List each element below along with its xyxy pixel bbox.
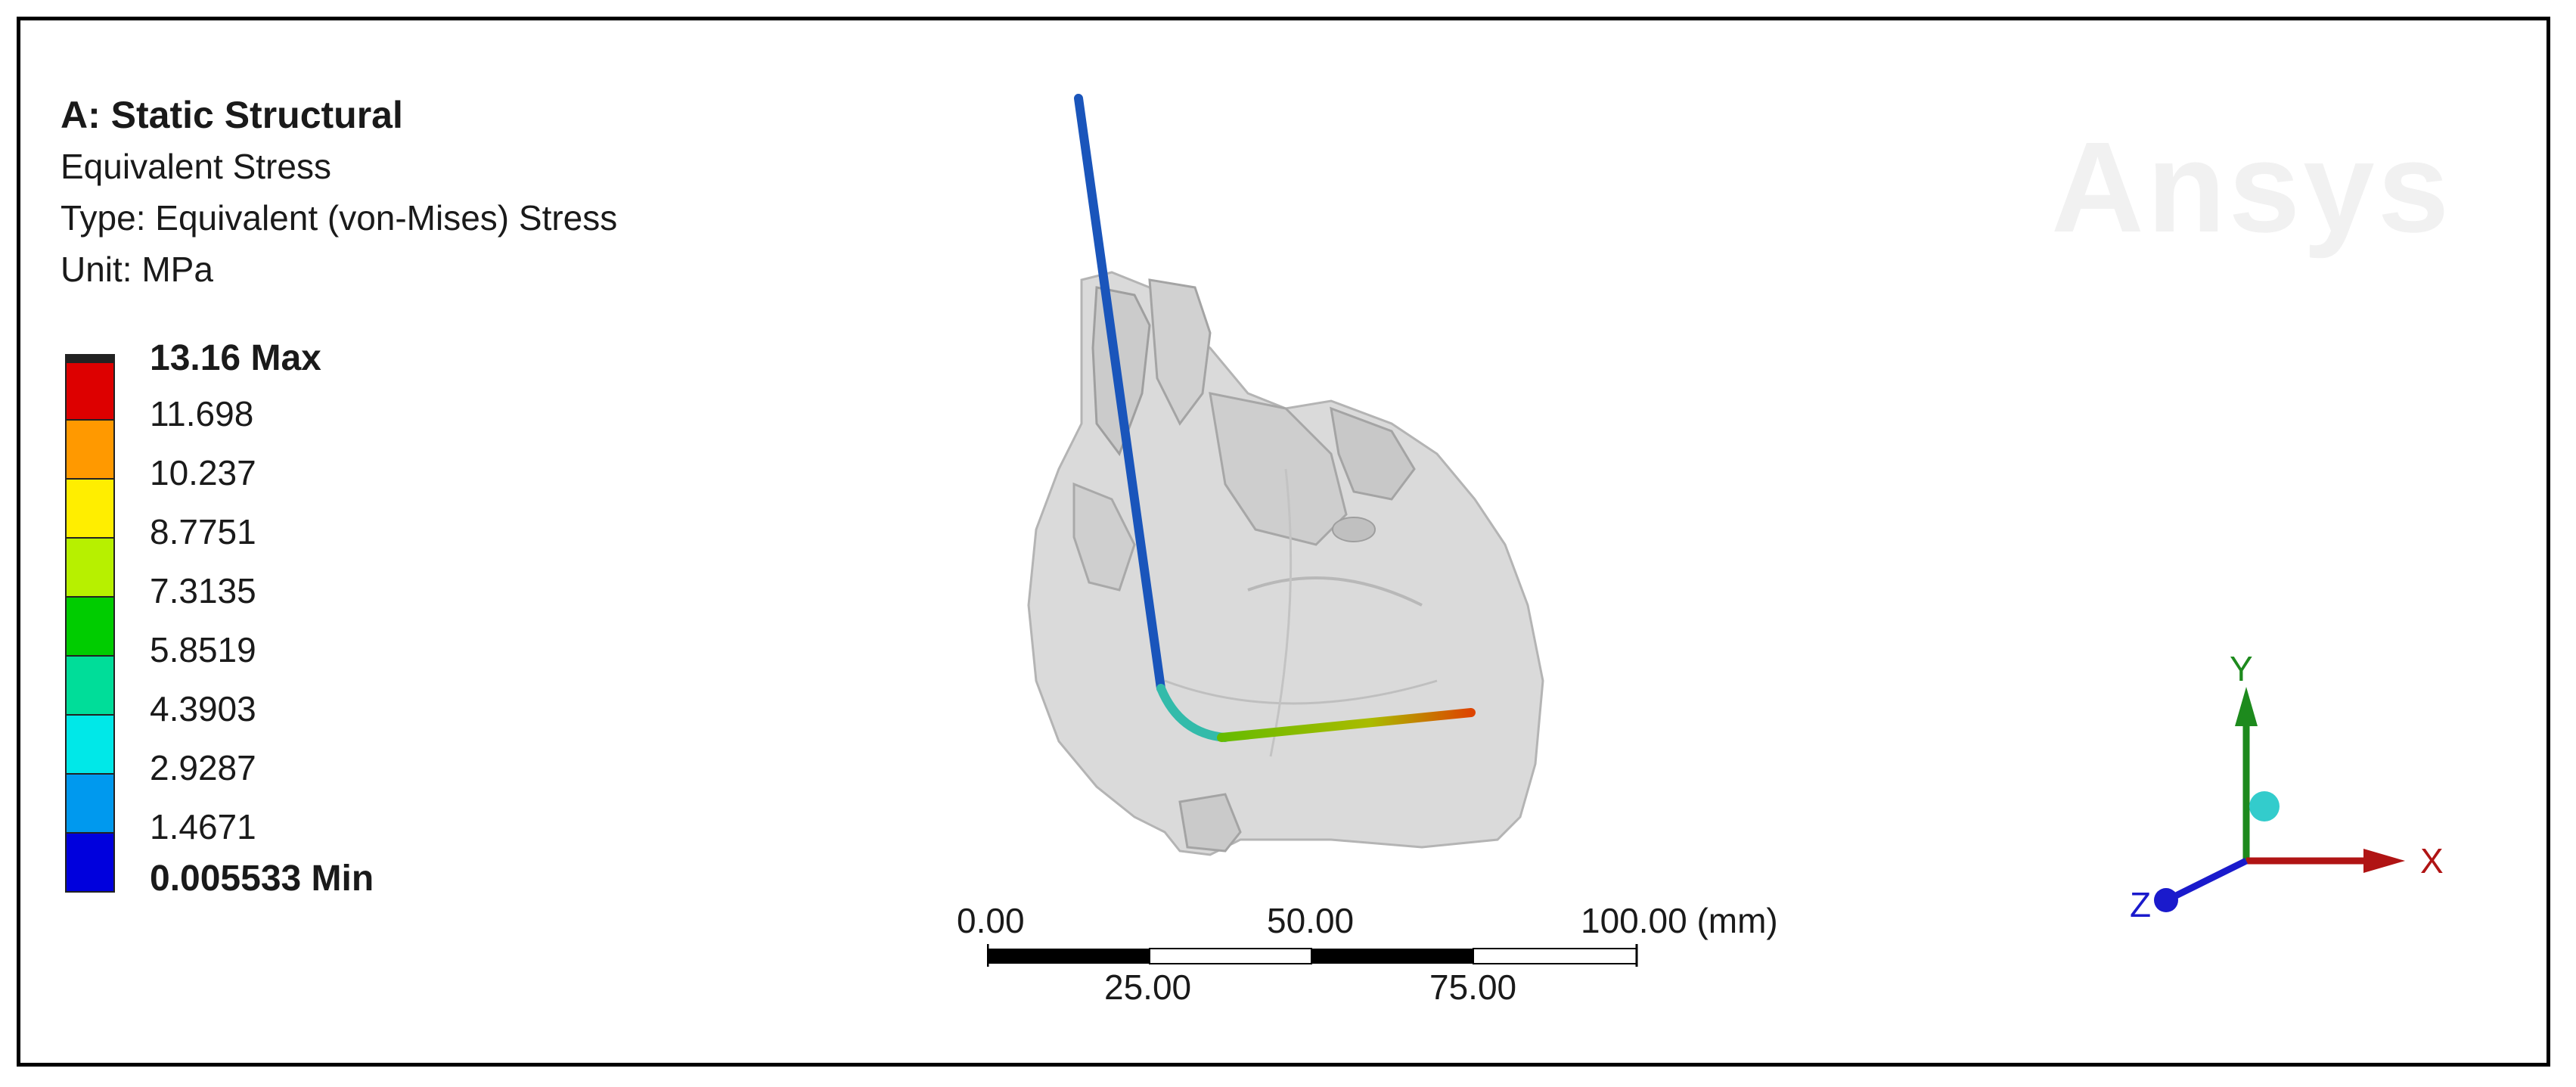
y-axis-label: Y — [2230, 649, 2253, 688]
legend-swatch — [65, 716, 115, 775]
result-name: Equivalent Stress — [61, 147, 331, 186]
legend-swatch — [65, 657, 115, 716]
legend-color-bar — [65, 354, 115, 893]
legend-level-8: 1.4671 — [150, 807, 256, 846]
scale-bar-graphic — [987, 944, 1638, 967]
legend-level-6: 4.3903 — [150, 689, 256, 728]
legend-swatch — [65, 539, 115, 598]
legend-swatch — [65, 421, 115, 480]
guidewire — [1074, 94, 1476, 742]
legend-level-2: 10.237 — [150, 453, 256, 492]
legend-level-4: 7.3135 — [150, 571, 256, 610]
legend-swatch — [65, 480, 115, 539]
x-axis-label: X — [2420, 841, 2444, 880]
legend-swatch — [65, 362, 115, 421]
ansys-watermark: Ansys — [2051, 116, 2453, 259]
rotation-center-icon — [2249, 791, 2280, 821]
x-axis-arrow-icon — [2363, 849, 2405, 873]
result-header: A: Static Structural Equivalent Stress T… — [61, 89, 617, 295]
legend-level-5: 5.8519 — [150, 630, 256, 669]
scale-tick-75: 75.00 — [1429, 967, 1517, 1007]
legend-level-3: 8.7751 — [150, 512, 256, 551]
scale-tick-50: 50.00 — [1267, 901, 1355, 940]
legend-cap — [65, 354, 115, 362]
legend-level-7: 2.9287 — [150, 748, 256, 787]
result-unit: Unit: MPa — [61, 250, 213, 289]
legend-max-label: 13.16 Max — [150, 338, 321, 378]
scale-tick-25: 25.00 — [1104, 967, 1192, 1007]
legend-swatch — [65, 834, 115, 893]
z-axis-label: Z — [2130, 885, 2151, 924]
scale-tick-0: 0.00 — [957, 901, 1025, 940]
z-axis-ball-icon — [2154, 888, 2178, 912]
scale-tick-100: 100.00 (mm) — [1581, 901, 1778, 940]
legend-swatch — [65, 598, 115, 657]
axis-triad[interactable]: Y X Z — [2103, 620, 2466, 953]
legend-level-1: 11.698 — [150, 394, 254, 433]
analysis-title: A: Static Structural — [61, 94, 403, 136]
y-axis-arrow-icon — [2235, 687, 2258, 726]
legend-swatch — [65, 775, 115, 834]
z-axis-line — [2165, 857, 2248, 904]
legend-min-label: 0.005533 Min — [150, 859, 374, 899]
heart-model — [1027, 271, 1544, 856]
result-type: Type: Equivalent (von-Mises) Stress — [61, 198, 618, 238]
